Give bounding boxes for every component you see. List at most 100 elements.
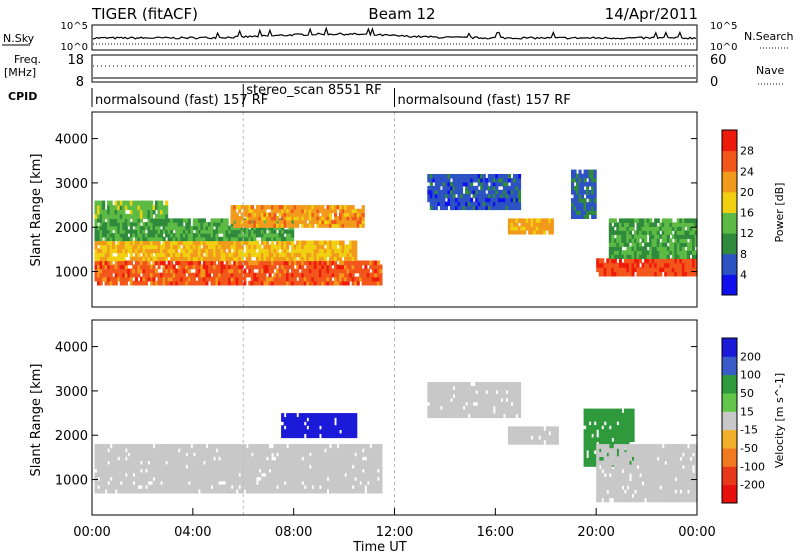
heatmap-cell	[354, 252, 358, 258]
heatmap-cell	[525, 226, 529, 231]
heatmap-cell	[354, 216, 358, 221]
heatmap-cell	[341, 468, 345, 474]
heatmap-cell	[273, 276, 277, 282]
heatmap-cell	[323, 208, 327, 214]
heatmap-cell	[197, 272, 201, 278]
heatmap-cell	[618, 238, 622, 243]
heatmap-cell	[263, 218, 267, 223]
heatmap-cell	[223, 464, 227, 470]
heatmap-cell	[505, 193, 509, 199]
heatmap-cell	[661, 234, 665, 239]
heatmap-cell	[162, 464, 166, 470]
heatmap-cell	[482, 185, 486, 191]
heatmap-cell	[160, 484, 164, 490]
heatmap-cell	[621, 242, 625, 247]
heatmap-cell	[281, 456, 285, 461]
heatmap-cell	[308, 240, 312, 246]
heatmap-cell	[220, 468, 224, 474]
heatmap-cell	[485, 409, 489, 415]
heatmap-cell	[664, 271, 668, 277]
heatmap-cell	[263, 212, 267, 217]
heatmap-cell	[180, 476, 184, 482]
heatmap-cell	[321, 268, 325, 274]
heatmap-cell	[308, 456, 312, 461]
heatmap-cell	[684, 238, 688, 243]
heatmap-cell	[175, 460, 179, 465]
heatmap-cell	[122, 488, 126, 494]
heatmap-cell	[147, 472, 151, 478]
heatmap-cell	[263, 488, 267, 494]
heatmap-cell	[344, 244, 348, 250]
heatmap-cell	[124, 225, 128, 231]
heatmap-cell	[329, 240, 333, 246]
heatmap-cell	[510, 222, 514, 227]
heatmap-cell	[172, 222, 176, 227]
heatmap-cell	[215, 244, 219, 250]
heatmap-cell	[283, 448, 287, 453]
heatmap-cell	[296, 223, 300, 228]
heatmap-cell	[349, 244, 353, 250]
heatmap-cell	[379, 484, 383, 490]
heatmap-cell	[97, 444, 101, 449]
heatmap-cell	[172, 240, 176, 246]
heatmap-cell	[492, 197, 496, 203]
heatmap-cell	[119, 264, 123, 270]
heatmap-cell	[124, 264, 128, 270]
heatmap-cell	[323, 219, 327, 225]
heatmap-cell	[434, 189, 438, 195]
heatmap-cell	[144, 209, 148, 215]
heatmap-cell	[104, 268, 108, 274]
heatmap-cell	[215, 452, 219, 457]
heatmap-cell	[117, 252, 121, 258]
heatmap-cell	[326, 219, 330, 225]
heatmap-cell	[177, 484, 181, 490]
heatmap-cell	[606, 416, 610, 422]
heatmap-cell	[351, 256, 355, 262]
heatmap-cell	[177, 272, 181, 278]
heatmap-cell	[160, 456, 164, 461]
heatmap-cell	[306, 272, 310, 278]
heatmap-cell	[455, 409, 459, 415]
heatmap-cell	[220, 268, 224, 274]
heatmap-cell	[157, 272, 161, 278]
heatmap-cell	[235, 225, 239, 231]
heatmap-cell	[618, 230, 622, 235]
power-heatmap-cells	[94, 112, 698, 307]
heatmap-cell	[248, 229, 252, 234]
heatmap-cell	[218, 488, 222, 494]
heatmap-cell	[689, 271, 693, 277]
heatmap-cell	[218, 260, 222, 266]
heatmap-cell	[495, 178, 499, 183]
heatmap-cell	[654, 271, 658, 277]
heatmap-cell	[265, 268, 269, 274]
heatmap-cell	[540, 426, 544, 432]
heatmap-cell	[578, 194, 582, 199]
heatmap-cell	[200, 272, 204, 278]
heatmap-cell	[112, 222, 116, 227]
heatmap-cell	[336, 460, 340, 465]
heatmap-cell	[439, 174, 443, 179]
heatmap-cell	[230, 476, 234, 482]
heatmap-cell	[296, 484, 300, 490]
heatmap-cell	[318, 448, 322, 453]
heatmap-cell	[323, 484, 327, 490]
heatmap-cell	[114, 460, 118, 465]
heatmap-cell	[268, 216, 272, 221]
heatmap-cell	[260, 264, 264, 270]
heatmap-cell	[669, 258, 673, 264]
heatmap-cell	[485, 178, 489, 183]
heatmap-cell	[170, 248, 174, 254]
heatmap-cell	[276, 233, 280, 238]
freq-panel-frame	[91, 54, 698, 83]
heatmap-cell	[618, 271, 622, 277]
heatmap-cell	[263, 229, 267, 234]
heatmap-cell	[313, 260, 317, 266]
heatmap-cell	[263, 476, 267, 482]
heatmap-cell	[296, 456, 300, 461]
heatmap-cell	[346, 268, 350, 274]
heatmap-cell	[119, 205, 123, 211]
heatmap-cell	[215, 248, 219, 254]
heatmap-cell	[142, 456, 146, 461]
heatmap-cell	[621, 425, 625, 430]
heatmap-cell	[447, 181, 451, 187]
